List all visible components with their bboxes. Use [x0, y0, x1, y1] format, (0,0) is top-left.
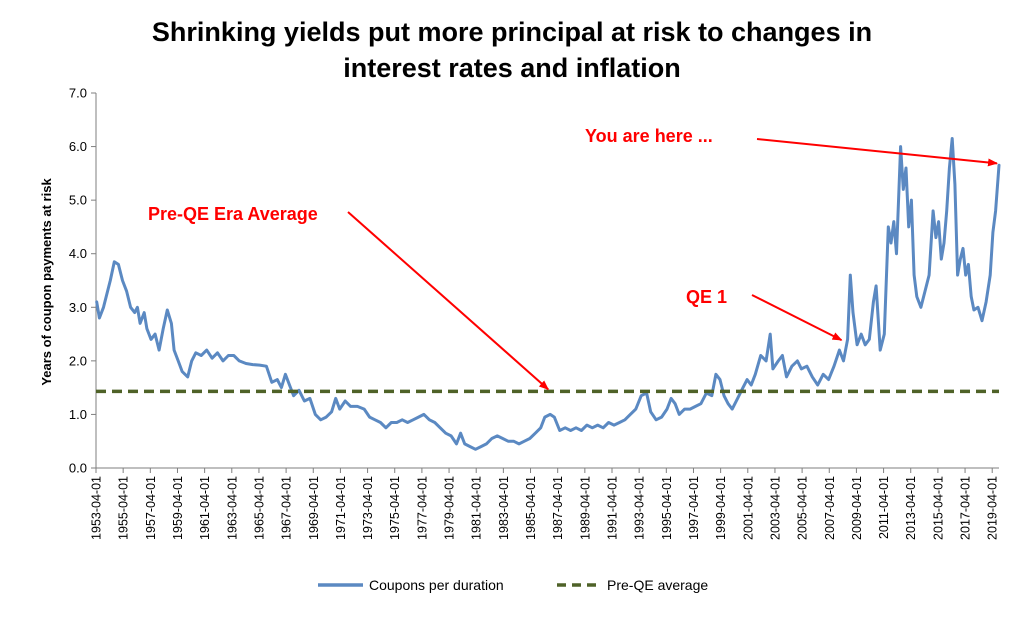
y-tick-label: 7.0: [69, 86, 87, 101]
x-tick-label: 1955-04-01: [117, 476, 131, 540]
x-tick-label: 2015-04-01: [931, 476, 945, 540]
x-tick-label: 1983-04-01: [497, 476, 511, 540]
x-tick-label: 1965-04-01: [252, 476, 266, 540]
y-tick-label: 6.0: [69, 139, 87, 154]
y-tick-label: 4.0: [69, 246, 87, 261]
x-tick-label: 1953-04-01: [90, 476, 104, 540]
x-tick-label: 1991-04-01: [606, 476, 620, 540]
y-tick-label: 0.0: [69, 461, 87, 476]
x-tick-label: 2009-04-01: [850, 476, 864, 540]
coupons-per-duration-line: [95, 137, 1001, 451]
annotation-you-are-here-arrow: [756, 138, 998, 167]
x-tick-label: 1987-04-01: [551, 476, 565, 540]
chart-title-line1: Shrinking yields put more principal at r…: [152, 17, 872, 47]
x-axis: 1953-04-01 1955-04-01 1957-04-01 1959-04-01…: [90, 468, 1000, 540]
x-tick-label: 2001-04-01: [741, 476, 755, 540]
x-tick-label: 1973-04-01: [361, 476, 375, 540]
chart-title-line2: interest rates and inflation: [343, 53, 681, 83]
annotation-qe1-label: QE 1: [686, 287, 727, 307]
y-tick-label: 5.0: [69, 193, 87, 208]
legend-label-coupons: Coupons per duration: [369, 577, 504, 593]
y-tick-label: 1.0: [69, 407, 87, 422]
x-tick-label: 2013-04-01: [904, 476, 918, 540]
annotation-you-are-here-label: You are here ...: [585, 126, 713, 146]
x-tick-label: 1959-04-01: [171, 476, 185, 540]
x-tick-label: 1977-04-01: [415, 476, 429, 540]
y-axis-label: Years of coupon payments at risk: [39, 178, 54, 386]
x-tick-label: 1963-04-01: [225, 476, 239, 540]
x-tick-label: 2005-04-01: [796, 476, 810, 540]
x-tick-label: 2011-04-01: [877, 476, 891, 539]
legend: Coupons per duration Pre-QE average: [318, 577, 708, 593]
x-tick-label: 1981-04-01: [470, 476, 484, 540]
x-tick-label: 1975-04-01: [388, 476, 402, 540]
x-tick-label: 1957-04-01: [144, 476, 158, 540]
annotation-pre-qe-label: Pre-QE Era Average: [148, 204, 318, 224]
x-tick-label: 1967-04-01: [280, 476, 294, 540]
x-tick-label: 1989-04-01: [578, 476, 592, 540]
x-tick-label: 1995-04-01: [660, 476, 674, 540]
legend-label-average: Pre-QE average: [607, 577, 708, 593]
x-tick-label: 1979-04-01: [443, 476, 457, 540]
y-axis: 0.0 1.0 2.0 3.0 4.0 5.0 6.0 7.0: [69, 86, 96, 476]
annotation-qe1-arrow: [751, 294, 843, 342]
x-tick-label: 1993-04-01: [633, 476, 647, 540]
x-tick-label: 2019-04-01: [986, 476, 1000, 540]
x-tick-label: 2007-04-01: [823, 476, 837, 540]
y-tick-label: 3.0: [69, 300, 87, 315]
plot-area: [95, 137, 1001, 451]
x-tick-label: 1985-04-01: [524, 476, 538, 540]
y-tick-label: 2.0: [69, 353, 87, 368]
x-tick-label: 1969-04-01: [307, 476, 321, 540]
x-tick-label: 1961-04-01: [198, 476, 212, 540]
x-tick-label: 2003-04-01: [768, 476, 782, 540]
x-tick-label: 2017-04-01: [959, 476, 973, 540]
x-tick-label: 1999-04-01: [714, 476, 728, 540]
x-tick-label: 1971-04-01: [334, 476, 348, 540]
annotations: Pre-QE Era Average QE 1 You are here ...: [148, 126, 998, 391]
annotation-pre-qe-arrow: [347, 211, 549, 391]
x-tick-label: 1997-04-01: [687, 476, 701, 540]
